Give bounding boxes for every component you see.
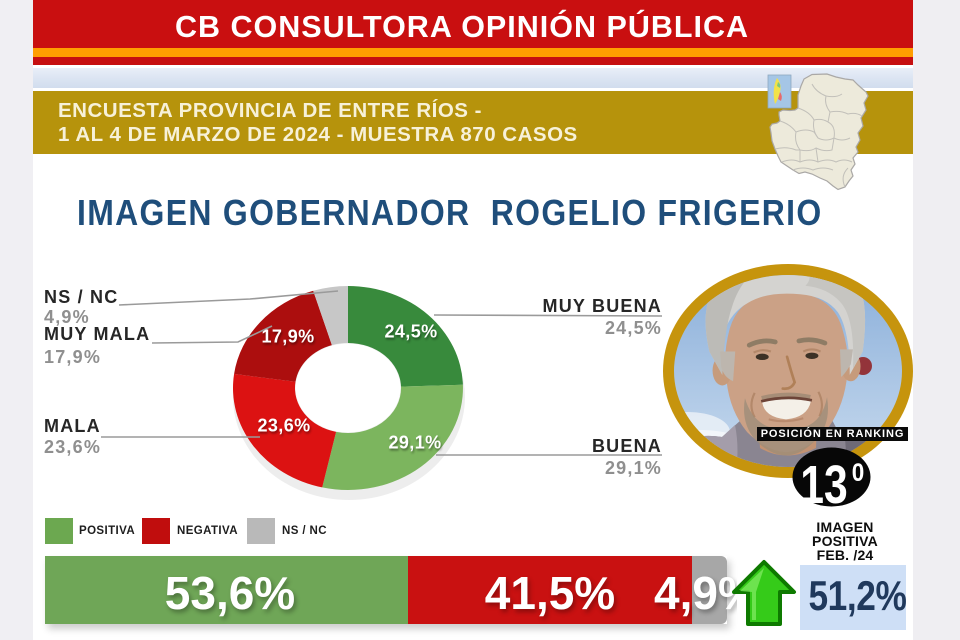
svg-text:0: 0 bbox=[852, 459, 865, 487]
svg-text:13: 13 bbox=[800, 455, 847, 510]
